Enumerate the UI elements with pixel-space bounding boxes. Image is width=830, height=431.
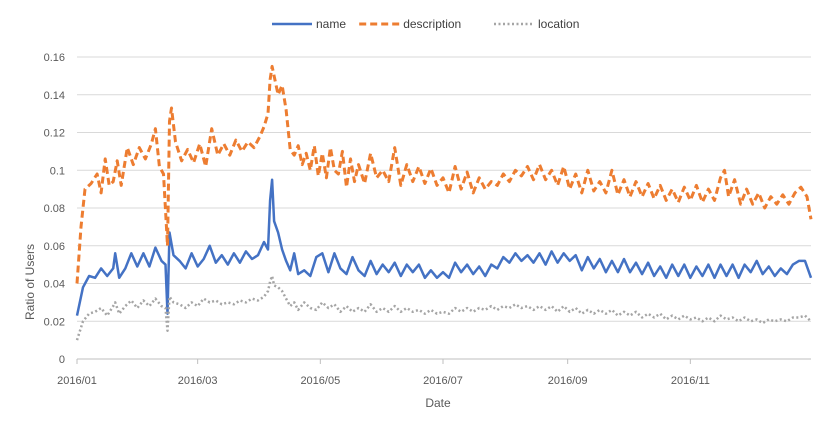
legend-label-description: description: [403, 17, 461, 31]
y-axis-title: Ratio of Users: [23, 244, 37, 320]
y-tick-label: 0.14: [44, 90, 65, 102]
y-axis: 0 0.02 0.04 0.06 0.08 0.1 0.12 0.14 0.16: [44, 52, 65, 366]
series-line-description: [75, 64, 813, 284]
series-line-name: [75, 178, 813, 316]
y-tick-label: 0.12: [44, 128, 65, 140]
legend-label-location: location: [538, 17, 579, 31]
x-axis-title: Date: [425, 396, 451, 410]
x-tick-label: 2016/05: [300, 375, 340, 387]
y-tick-label: 0.04: [44, 279, 65, 291]
x-tick-label: 2016/11: [671, 375, 710, 387]
y-tick-label: 0.02: [44, 316, 65, 328]
legend: name description location: [272, 17, 579, 31]
y-tick-label: 0.16: [44, 52, 65, 64]
series-line-location: [75, 274, 812, 341]
y-tick-label: 0.06: [44, 241, 65, 253]
x-tick-label: 2016/09: [548, 375, 588, 387]
x-axis: 2016/01 2016/03 2016/05 2016/07 2016/09 2016/…: [57, 358, 811, 387]
gridlines: [77, 56, 811, 322]
y-tick-label: 0: [59, 354, 65, 366]
x-tick-label: 2016/03: [178, 375, 218, 387]
series-lines: [75, 64, 813, 341]
y-tick-label: 0.08: [44, 203, 65, 215]
legend-label-name: name: [316, 17, 346, 31]
x-tick-label: 2016/07: [423, 375, 463, 387]
y-tick-label: 0.1: [50, 165, 65, 177]
x-tick-label: 2016/01: [57, 375, 97, 387]
